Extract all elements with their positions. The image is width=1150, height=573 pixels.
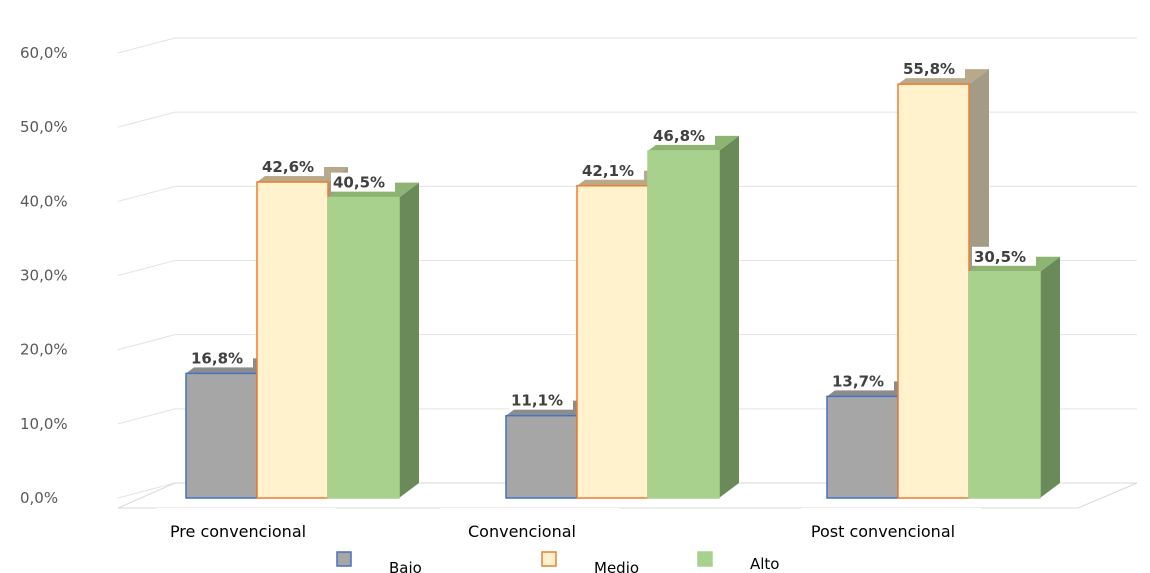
data-label: 55,8%	[903, 60, 955, 78]
bar-alto-1	[647, 135, 739, 499]
y-tick-label: 20,0%	[20, 341, 68, 359]
bar-front-face	[327, 196, 400, 499]
data-label-bg	[651, 125, 715, 145]
category-label-bg	[801, 508, 981, 536]
bar-front-face	[647, 150, 720, 499]
data-label-bg	[331, 172, 395, 192]
bars-layer	[185, 69, 1060, 499]
x-category-label: Pre convencional	[170, 522, 306, 541]
data-label-bg	[509, 390, 573, 410]
legend: Bajo Medio Alto	[336, 551, 780, 573]
bar-front-face	[505, 414, 578, 499]
y-tick-label: 0,0%	[20, 489, 58, 507]
y-tick-label: 40,0%	[20, 192, 68, 210]
x-category-label: Post convencional	[811, 522, 955, 541]
data-label: 42,6%	[262, 158, 314, 176]
bar-alto-2	[968, 256, 1060, 499]
gridline-diagonal	[117, 408, 176, 425]
data-label-bg	[580, 160, 644, 180]
data-label: 16,8%	[191, 349, 243, 367]
bar-front-face	[968, 271, 1041, 499]
data-label-bg	[901, 59, 965, 79]
data-label: 30,5%	[974, 248, 1026, 266]
legend-swatch-medio	[541, 551, 557, 567]
data-label-bg	[830, 371, 894, 391]
legend-swatch-alto	[697, 551, 713, 567]
bar-front-face	[826, 395, 899, 499]
gridline-diagonal	[117, 260, 176, 276]
data-label-bg	[972, 246, 1036, 266]
y-tick-label: 30,0%	[20, 267, 68, 285]
axis-layer: 0,0% 10,0% 20,0% 30,0% 40,0% 50,0% 60,0% Pre co…	[20, 44, 981, 541]
bar-front-face	[576, 185, 649, 499]
bar-alto-0	[327, 182, 419, 499]
data-label: 40,5%	[333, 174, 385, 192]
bar-side-face	[399, 182, 419, 498]
data-label: 46,8%	[653, 127, 705, 145]
bar-side-face	[719, 135, 739, 498]
gridline-diagonal	[117, 111, 176, 128]
legend-label-bajo: Bajo	[389, 559, 422, 573]
legend-swatch-bajo	[336, 551, 352, 567]
data-label: 13,7%	[832, 372, 884, 390]
category-label-bg	[156, 508, 336, 536]
gridline-diagonal	[117, 482, 176, 499]
x-category-label: Convencional	[468, 522, 576, 541]
bar-front-face	[897, 83, 970, 499]
bar-front-face	[185, 372, 258, 499]
data-labels-layer: 16,8% 11,1% 13,7% 42,6% 42,1% 55,8% 40,5% 46,8%…	[189, 59, 1036, 410]
data-label-bg	[260, 157, 324, 177]
gridline-diagonal	[117, 37, 176, 54]
y-tick-label: 60,0%	[20, 44, 68, 62]
gridline-diagonal	[117, 185, 176, 202]
y-tick-label: 50,0%	[20, 118, 68, 136]
legend-label-alto: Alto	[750, 555, 780, 573]
category-label-bg	[440, 508, 620, 536]
data-label-bg	[189, 348, 253, 368]
gridline-diagonal	[117, 334, 176, 351]
data-label: 11,1%	[511, 392, 563, 410]
bar-side-face	[1040, 256, 1060, 498]
data-label: 42,1%	[582, 162, 634, 180]
y-tick-label: 10,0%	[20, 415, 68, 433]
bar-front-face	[256, 181, 329, 499]
legend-label-medio: Medio	[594, 559, 639, 573]
